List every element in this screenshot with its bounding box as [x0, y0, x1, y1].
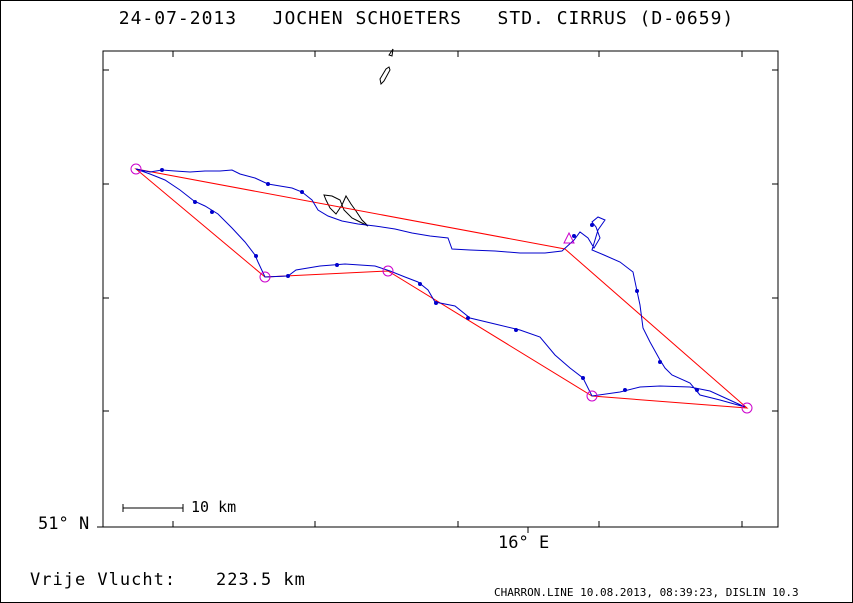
turnpoint-5 [741, 402, 753, 414]
scale-label: 10 km [191, 498, 237, 516]
turnpoint-2 [259, 271, 271, 283]
turnpoint-3 [382, 265, 394, 277]
distance-label: Vrije Vlucht: [30, 570, 177, 590]
distance-value: 223.5 km [216, 570, 306, 590]
scale-bar [122, 504, 184, 512]
flight-track [135, 168, 746, 408]
turnpoints [130, 163, 753, 414]
footer-info: CHARRON.LINE 10.08.2013, 08:39:23, DISLI… [494, 586, 799, 599]
track-fixes [160, 168, 699, 392]
turnpoint-finish [563, 231, 575, 244]
map-ticks [97, 51, 778, 533]
lake-outline [379, 48, 394, 86]
turnpoint-4 [586, 390, 598, 402]
turnpoint-start [130, 163, 142, 175]
flight-title: 24-07-2013 JOCHEN SCHOETERS STD. CIRRUS … [118, 8, 735, 29]
latitude-label: 51° N [38, 514, 90, 534]
longitude-label: 16° E [498, 533, 550, 553]
task-route [134, 168, 749, 409]
track-segment-black [323, 194, 369, 227]
map-frame [102, 50, 779, 528]
